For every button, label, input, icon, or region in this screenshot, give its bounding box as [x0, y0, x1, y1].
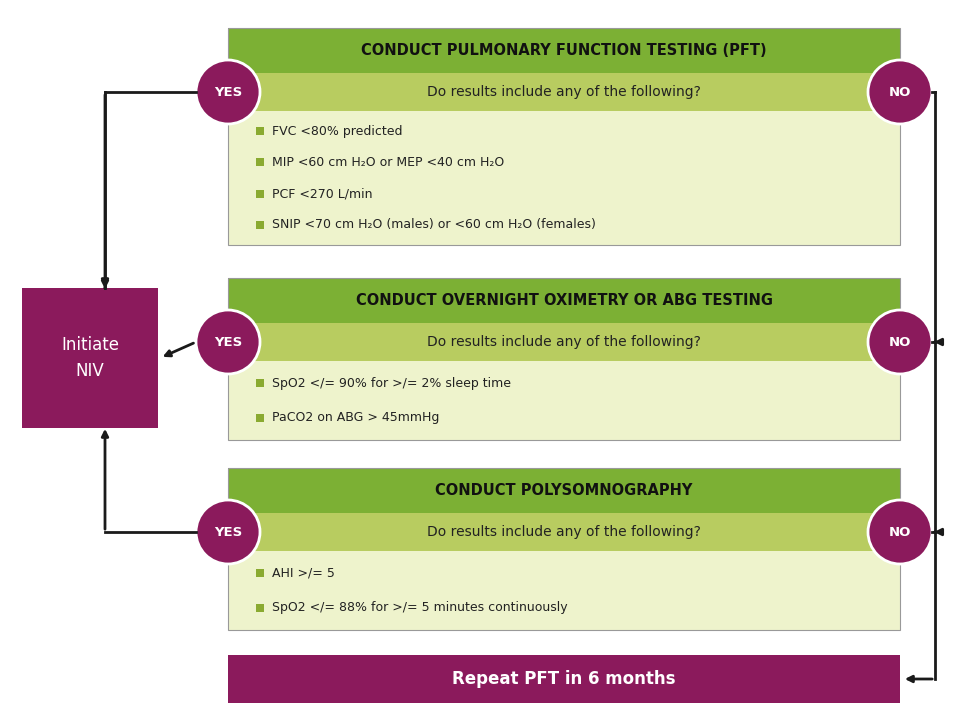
Text: FVC <80% predicted: FVC <80% predicted [272, 125, 403, 138]
Text: NO: NO [889, 86, 911, 99]
Bar [256, 189, 264, 197]
Text: YES: YES [214, 526, 242, 539]
Bar [228, 73, 900, 111]
Text: Do results include any of the following?: Do results include any of the following? [427, 85, 701, 99]
Text: AHI >/= 5: AHI >/= 5 [272, 567, 335, 580]
Circle shape [196, 500, 260, 564]
Text: CONDUCT PULMONARY FUNCTION TESTING (PFT): CONDUCT PULMONARY FUNCTION TESTING (PFT) [362, 43, 766, 58]
Circle shape [196, 60, 260, 124]
Text: NO: NO [889, 526, 911, 539]
Bar [256, 603, 264, 612]
Bar [228, 278, 900, 323]
Bar [228, 551, 900, 630]
Text: SpO2 </= 88% for >/= 5 minutes continuously: SpO2 </= 88% for >/= 5 minutes continuou… [272, 601, 568, 614]
Text: SpO2 </= 90% for >/= 2% sleep time: SpO2 </= 90% for >/= 2% sleep time [272, 377, 511, 390]
Text: Do results include any of the following?: Do results include any of the following? [427, 335, 701, 349]
Circle shape [868, 60, 932, 124]
Circle shape [868, 310, 932, 374]
Bar [256, 221, 264, 229]
Circle shape [868, 500, 932, 564]
Bar [256, 127, 264, 135]
Text: CONDUCT POLYSOMNOGRAPHY: CONDUCT POLYSOMNOGRAPHY [436, 483, 693, 498]
Bar [228, 28, 900, 73]
Bar [228, 361, 900, 440]
Bar [22, 288, 158, 428]
Bar [228, 468, 900, 513]
Text: Repeat PFT in 6 months: Repeat PFT in 6 months [452, 670, 676, 688]
Text: YES: YES [214, 86, 242, 99]
Bar [228, 468, 900, 630]
Text: NO: NO [889, 336, 911, 348]
Text: MIP <60 cm H₂O or MEP <40 cm H₂O: MIP <60 cm H₂O or MEP <40 cm H₂O [272, 156, 504, 169]
Bar [256, 158, 264, 166]
Bar [228, 513, 900, 551]
Bar [228, 28, 900, 245]
Text: SNIP <70 cm H₂O (males) or <60 cm H₂O (females): SNIP <70 cm H₂O (males) or <60 cm H₂O (f… [272, 218, 596, 231]
Bar [256, 414, 264, 422]
Bar [228, 655, 900, 703]
Bar [256, 379, 264, 387]
Text: PCF <270 L/min: PCF <270 L/min [272, 187, 372, 200]
Text: Initiate
NIV: Initiate NIV [61, 336, 119, 379]
Bar [228, 323, 900, 361]
Text: YES: YES [214, 336, 242, 348]
Bar [228, 111, 900, 245]
Bar [228, 278, 900, 440]
Text: CONDUCT OVERNIGHT OXIMETRY OR ABG TESTING: CONDUCT OVERNIGHT OXIMETRY OR ABG TESTIN… [356, 293, 772, 308]
Text: PaCO2 on ABG > 45mmHg: PaCO2 on ABG > 45mmHg [272, 411, 440, 424]
Bar [256, 570, 264, 577]
Text: Do results include any of the following?: Do results include any of the following? [427, 525, 701, 539]
Circle shape [196, 310, 260, 374]
